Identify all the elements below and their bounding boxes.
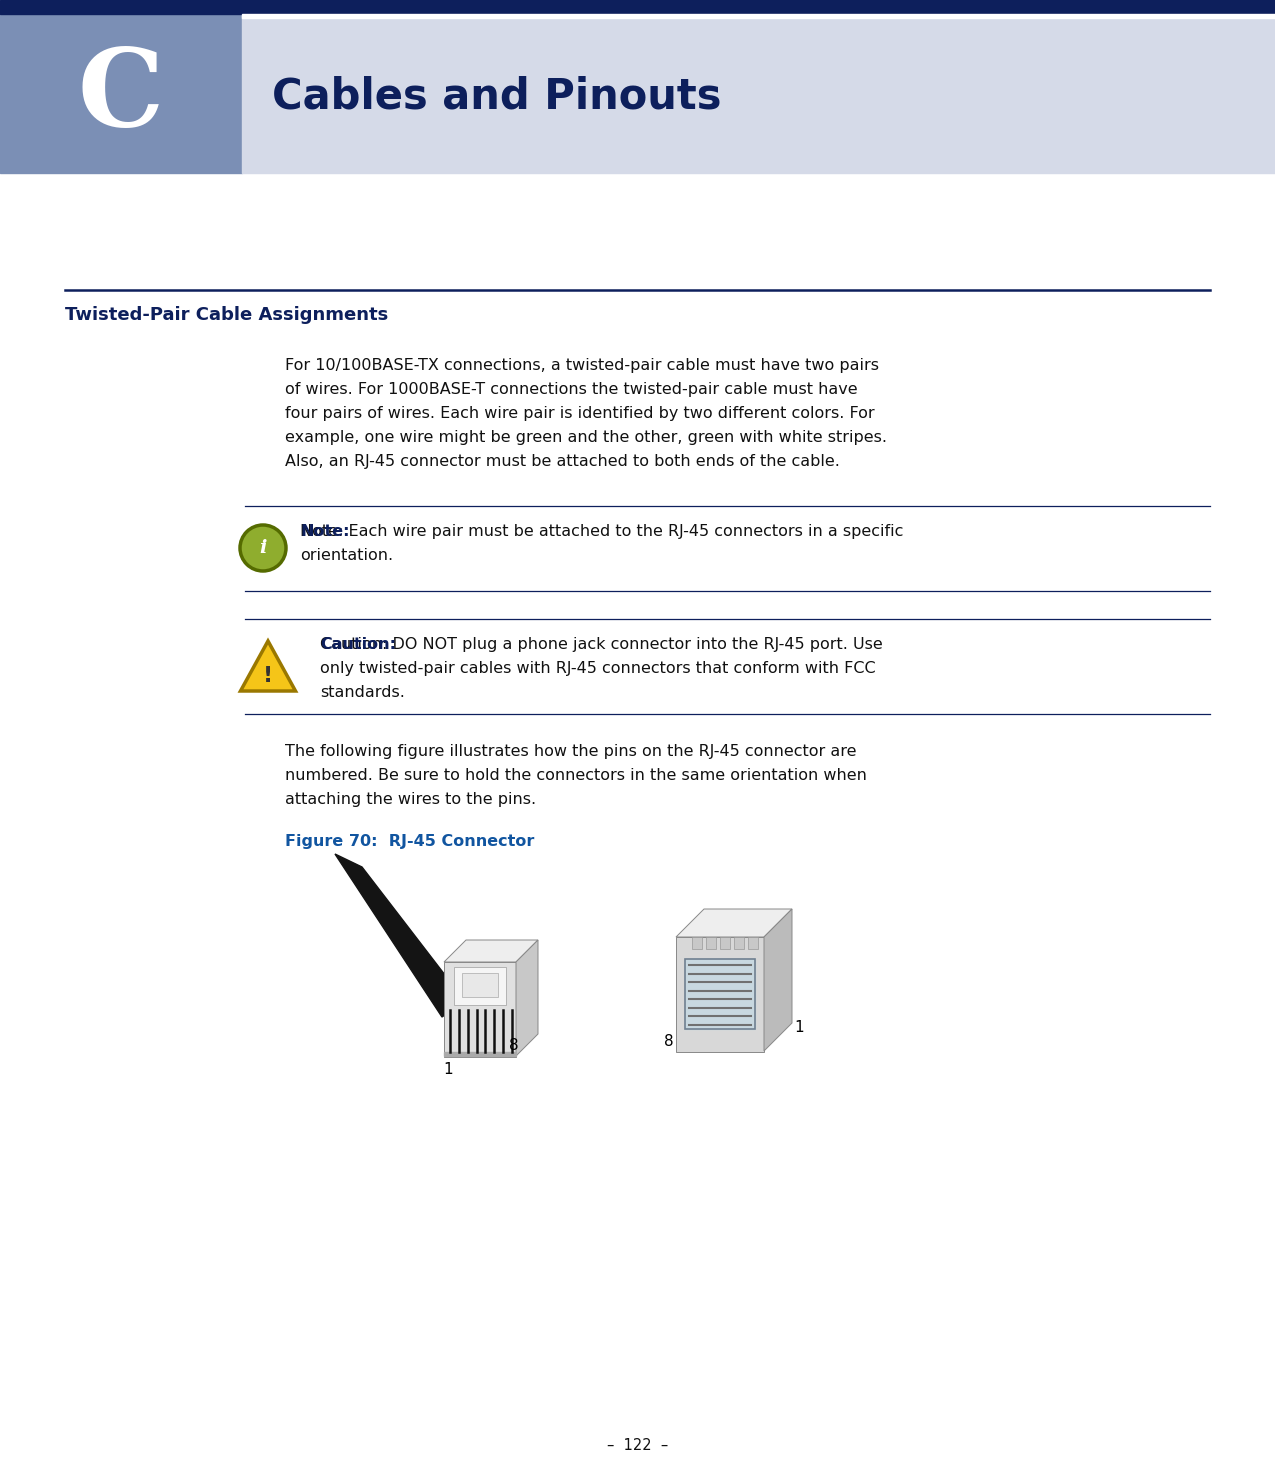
Polygon shape bbox=[748, 937, 759, 949]
Polygon shape bbox=[692, 937, 703, 949]
Polygon shape bbox=[335, 853, 465, 1017]
Text: Caution:: Caution: bbox=[320, 637, 397, 652]
Text: 1: 1 bbox=[794, 1020, 803, 1036]
Text: 8: 8 bbox=[509, 1038, 519, 1052]
Text: i: i bbox=[259, 539, 266, 557]
Text: example, one wire might be green and the other, green with white stripes.: example, one wire might be green and the… bbox=[286, 430, 887, 445]
Bar bbox=[242, 13, 1275, 18]
Polygon shape bbox=[706, 937, 717, 949]
Text: Note: Each wire pair must be attached to the RJ-45 connectors in a specific: Note: Each wire pair must be attached to… bbox=[300, 523, 904, 539]
Circle shape bbox=[240, 525, 286, 570]
Polygon shape bbox=[516, 940, 538, 1055]
Text: Also, an RJ-45 connector must be attached to both ends of the cable.: Also, an RJ-45 connector must be attache… bbox=[286, 454, 840, 469]
Bar bbox=[462, 973, 499, 996]
Bar bbox=[444, 963, 516, 1057]
Text: For 10/100BASE-TX connections, a twisted-pair cable must have two pairs: For 10/100BASE-TX connections, a twisted… bbox=[286, 358, 878, 373]
Text: Twisted-Pair Cable Assignments: Twisted-Pair Cable Assignments bbox=[65, 307, 389, 324]
Text: orientation.: orientation. bbox=[300, 548, 393, 563]
Text: of wires. For 1000BASE-T connections the twisted-pair cable must have: of wires. For 1000BASE-T connections the… bbox=[286, 382, 858, 397]
Text: Caution: DO NOT plug a phone jack connector into the RJ-45 port. Use: Caution: DO NOT plug a phone jack connec… bbox=[320, 637, 882, 652]
Bar bbox=[0, 172, 1275, 1474]
Bar bbox=[676, 937, 764, 1052]
Text: 8: 8 bbox=[664, 1033, 674, 1048]
Polygon shape bbox=[444, 940, 538, 963]
Polygon shape bbox=[676, 909, 792, 937]
Text: Note:: Note: bbox=[300, 523, 349, 539]
Text: standards.: standards. bbox=[320, 685, 405, 700]
Polygon shape bbox=[241, 641, 296, 691]
Text: The following figure illustrates how the pins on the RJ-45 connector are: The following figure illustrates how the… bbox=[286, 744, 857, 759]
Polygon shape bbox=[734, 937, 745, 949]
Text: attaching the wires to the pins.: attaching the wires to the pins. bbox=[286, 792, 536, 806]
Text: numbered. Be sure to hold the connectors in the same orientation when: numbered. Be sure to hold the connectors… bbox=[286, 768, 867, 783]
Text: C: C bbox=[78, 43, 164, 149]
Bar bbox=[685, 960, 755, 1029]
Bar bbox=[446, 1010, 514, 1052]
Text: Cables and Pinouts: Cables and Pinouts bbox=[272, 75, 722, 116]
Text: four pairs of wires. Each wire pair is identified by two different colors. For: four pairs of wires. Each wire pair is i… bbox=[286, 405, 875, 422]
Polygon shape bbox=[720, 937, 731, 949]
Text: –  122  –: – 122 – bbox=[607, 1439, 668, 1453]
Bar bbox=[0, 13, 242, 172]
Text: Figure 70:  RJ-45 Connector: Figure 70: RJ-45 Connector bbox=[286, 834, 534, 849]
Bar bbox=[454, 967, 506, 1005]
Bar bbox=[242, 13, 1275, 172]
Text: only twisted-pair cables with RJ-45 connectors that conform with FCC: only twisted-pair cables with RJ-45 conn… bbox=[320, 660, 876, 677]
Polygon shape bbox=[764, 909, 792, 1051]
Bar bbox=[0, 0, 1275, 13]
Bar bbox=[685, 960, 755, 1029]
Bar bbox=[444, 1052, 516, 1055]
Text: 1: 1 bbox=[444, 1061, 453, 1077]
Text: !: ! bbox=[263, 666, 273, 685]
